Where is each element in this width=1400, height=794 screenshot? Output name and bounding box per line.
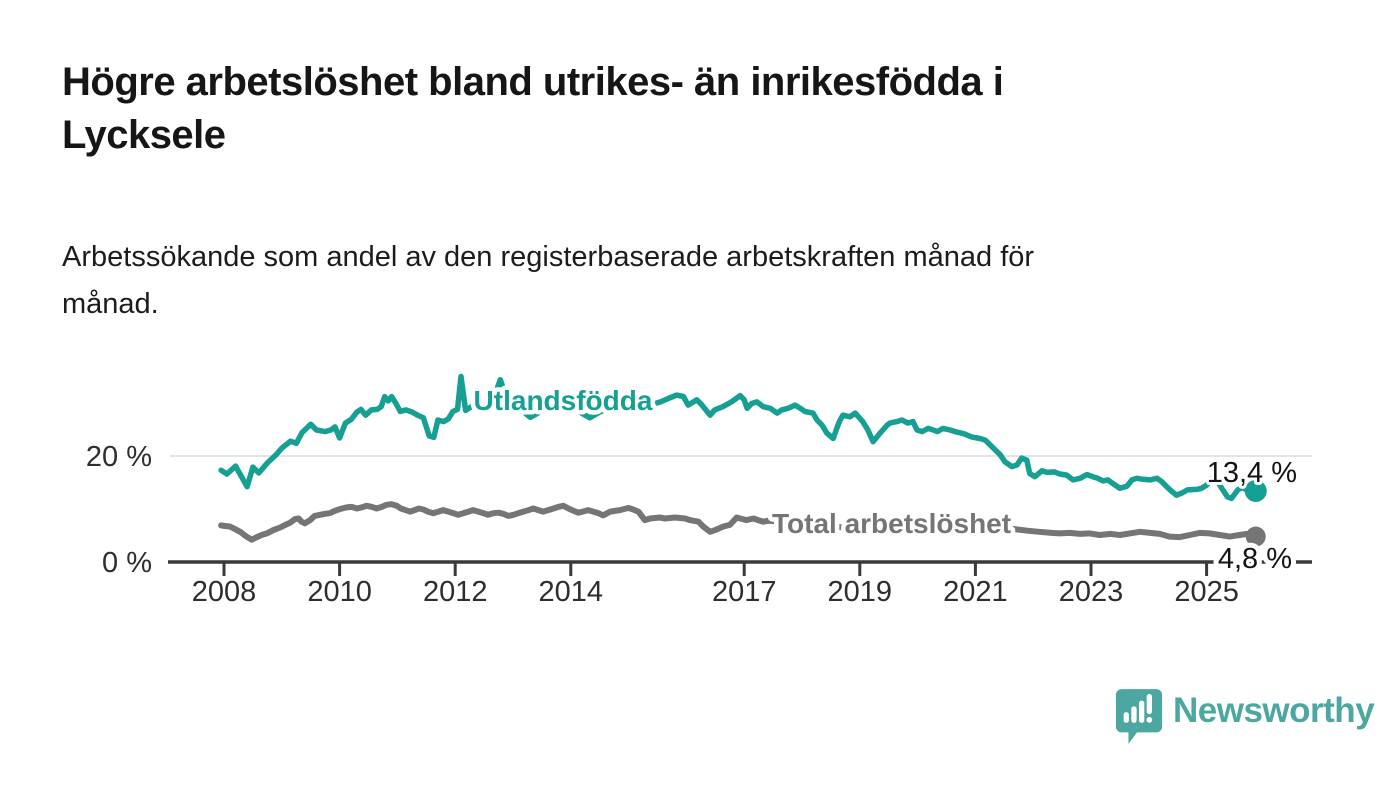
- x-tick-label-2012: 2012: [423, 576, 488, 608]
- subtitle-line-2: månad.: [62, 287, 159, 320]
- series-end-dot-1: [1244, 479, 1267, 502]
- x-tick-label-2008: 2008: [192, 576, 257, 608]
- y-tick-label-0: 0 %: [102, 547, 152, 579]
- subtitle-line-1: Arbetssökande som andel av den registerb…: [62, 241, 1035, 273]
- x-tick-label-2010: 2010: [307, 576, 372, 608]
- logo-bar-2: [1131, 706, 1137, 723]
- newsworthy-logo-icon: [1115, 689, 1163, 744]
- series-line-1: [218, 373, 1259, 502]
- logo-exclamation-bar: [1146, 693, 1152, 715]
- series-line-0: [218, 501, 1259, 543]
- series-end-dot-0: [1245, 526, 1266, 547]
- page-title: Högre arbetslöshet bland utrikes- än inr…: [62, 56, 1242, 162]
- title-line-2: Lycksele: [62, 112, 226, 157]
- chart-subtitle: Arbetssökande som andel av den registerb…: [62, 234, 1282, 328]
- series-label-0: Total arbetslöshet: [772, 508, 1011, 539]
- end-value-label-0: 4,8 %: [1218, 543, 1292, 575]
- newsworthy-logo: Newsworthy: [1114, 686, 1375, 748]
- y-tick-label-20: 20 %: [86, 441, 152, 473]
- x-tick-label-2017: 2017: [712, 576, 777, 608]
- logo-bar-1: [1123, 712, 1129, 723]
- x-tick-label-2025: 2025: [1174, 576, 1239, 608]
- title-line-1: Högre arbetslöshet bland utrikes- än inr…: [62, 60, 1004, 104]
- x-tick-label-2023: 2023: [1059, 576, 1124, 608]
- series-label-1: Utlandsfödda: [474, 385, 653, 416]
- logo-bar-3: [1139, 700, 1145, 723]
- x-tick-label-2014: 2014: [539, 576, 604, 608]
- logo-exclamation-dot: [1146, 717, 1153, 723]
- end-value-label-1: 13,4 %: [1207, 457, 1297, 489]
- x-tick-label-2021: 2021: [943, 576, 1008, 608]
- newsworthy-wordmark: Newsworthy: [1173, 691, 1375, 730]
- x-tick-label-2019: 2019: [828, 576, 893, 608]
